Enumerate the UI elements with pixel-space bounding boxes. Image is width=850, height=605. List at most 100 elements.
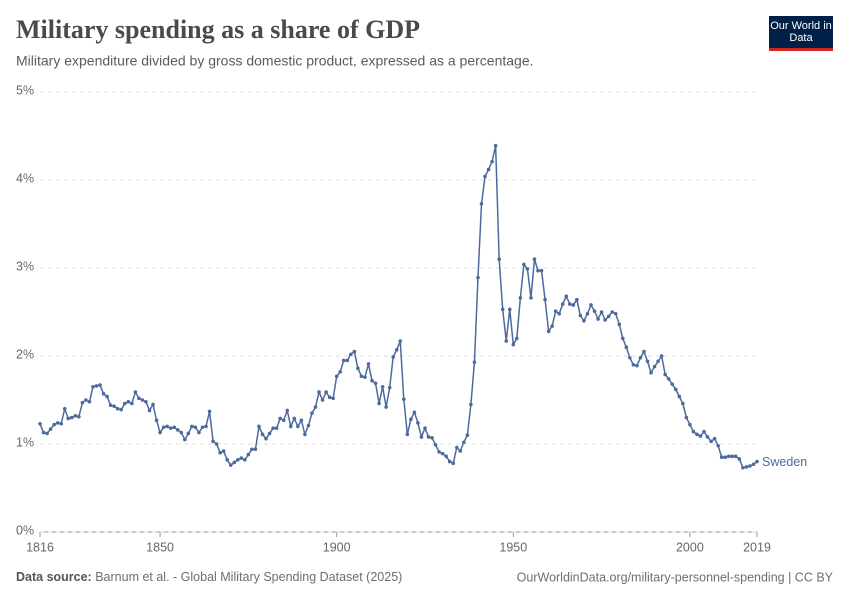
logo-text[interactable]: Our World in Data <box>770 20 832 44</box>
point <box>48 427 53 431</box>
point <box>726 454 731 459</box>
point <box>296 424 300 429</box>
point <box>585 311 590 316</box>
point <box>235 458 240 462</box>
point <box>670 382 675 386</box>
point <box>161 425 166 430</box>
point <box>716 443 720 448</box>
point <box>440 451 445 456</box>
point <box>154 418 159 423</box>
point <box>734 454 738 459</box>
point <box>493 143 498 148</box>
source-label: Data source: <box>16 570 92 584</box>
point <box>469 402 473 407</box>
point <box>666 377 671 381</box>
point <box>352 349 357 354</box>
point <box>500 307 505 312</box>
point <box>737 457 742 461</box>
point <box>165 424 169 429</box>
x-tick-label: 1950 <box>499 540 527 554</box>
point <box>84 398 88 402</box>
point <box>52 422 56 427</box>
point <box>373 381 378 386</box>
point <box>412 410 417 415</box>
point <box>416 421 420 425</box>
point <box>454 445 459 450</box>
point <box>288 424 293 429</box>
point <box>705 435 710 439</box>
point <box>119 407 124 412</box>
point <box>320 398 325 402</box>
point <box>91 385 95 389</box>
point <box>712 436 717 441</box>
point <box>681 401 685 406</box>
point <box>147 408 152 413</box>
point <box>702 429 706 434</box>
point <box>317 390 321 394</box>
x-tick-label: 2000 <box>676 540 704 554</box>
point <box>532 257 537 262</box>
point <box>663 372 667 377</box>
point <box>246 452 251 457</box>
point <box>652 364 657 369</box>
point <box>359 374 364 379</box>
point <box>175 428 180 432</box>
point <box>98 383 102 387</box>
point <box>151 402 155 407</box>
point <box>356 366 360 371</box>
point <box>327 395 332 400</box>
point <box>476 275 480 280</box>
point <box>741 465 745 470</box>
point <box>426 435 431 439</box>
point <box>384 405 388 409</box>
point <box>69 415 74 420</box>
point <box>564 294 569 298</box>
point <box>405 432 410 437</box>
point <box>221 449 226 453</box>
point <box>504 339 509 343</box>
point <box>391 355 396 359</box>
url[interactable]: OurWorldinData.org/military-personnel-sp… <box>517 570 834 584</box>
source: Data source: Barnum et al. - Global Mili… <box>16 570 402 584</box>
logo[interactable]: Our World in Data <box>769 16 833 51</box>
point <box>490 159 494 164</box>
point <box>303 432 307 437</box>
point <box>306 423 311 428</box>
point <box>112 404 116 408</box>
point <box>313 405 318 409</box>
point <box>635 363 639 368</box>
point <box>592 309 597 313</box>
y-tick-label: 5% <box>16 83 34 97</box>
point <box>578 313 583 318</box>
point <box>645 359 650 364</box>
point <box>257 424 261 429</box>
point <box>603 318 607 322</box>
point <box>394 348 399 352</box>
point <box>334 374 339 379</box>
point <box>239 456 244 460</box>
point <box>101 392 106 396</box>
point <box>168 426 173 430</box>
point <box>398 339 403 343</box>
point <box>250 447 254 452</box>
point <box>536 268 540 273</box>
point <box>228 463 233 467</box>
y-tick-label: 1% <box>16 435 34 449</box>
point <box>409 417 413 422</box>
logo-box[interactable] <box>769 16 833 50</box>
point <box>539 268 544 273</box>
point <box>695 432 699 437</box>
point <box>87 399 92 404</box>
point <box>479 201 484 206</box>
point <box>419 435 424 439</box>
point <box>363 375 367 379</box>
point <box>553 309 558 313</box>
point <box>719 455 724 460</box>
point <box>568 302 572 306</box>
point <box>723 455 728 460</box>
point <box>511 342 516 347</box>
point <box>66 416 71 421</box>
point <box>126 399 131 404</box>
point <box>310 411 314 416</box>
point <box>638 355 643 360</box>
